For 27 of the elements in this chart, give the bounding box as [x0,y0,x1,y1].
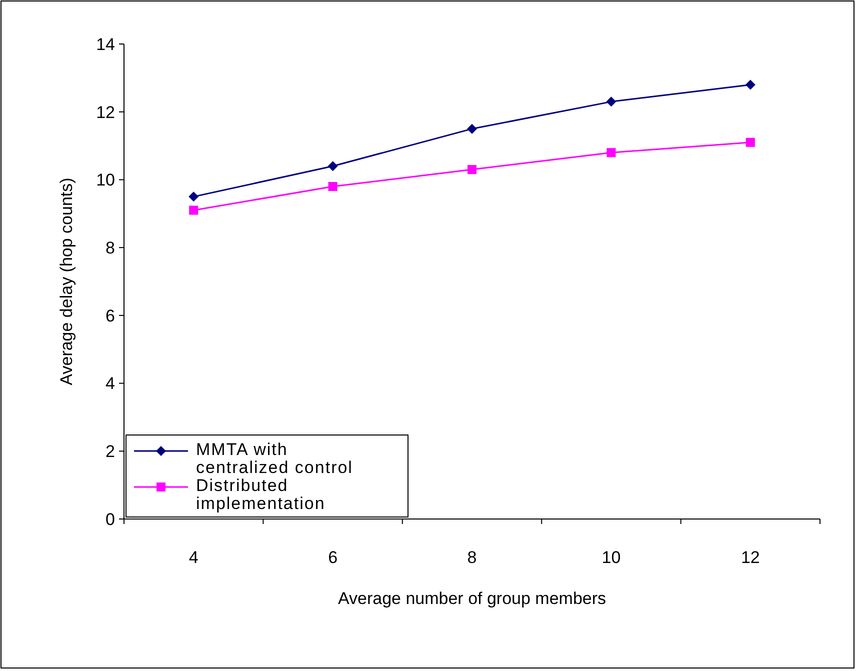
point [606,148,616,158]
point [745,80,756,90]
y-tick-label: 4 [106,374,115,394]
x-tick-label: 4 [188,548,198,567]
y-tick-label: 6 [106,306,115,326]
y-tick-label: 12 [96,102,115,122]
x-tick-label: 12 [740,548,760,567]
point [189,206,198,215]
y-axis-title: Average delay (hop counts) [57,178,76,386]
point [468,165,476,174]
point [467,124,477,134]
y-tick-label: 8 [106,238,115,258]
point [328,161,338,172]
x-axis-title: Average number of group members [338,589,606,608]
x-tick-label: 8 [467,548,477,567]
point [188,192,199,202]
y-tick-label: 2 [106,442,115,462]
point [328,182,338,191]
x-tick-label: 10 [602,548,621,567]
y-tick-label: 14 [96,34,115,54]
y-tick-label: 0 [106,510,115,529]
legend-label: MMTA with centralized control [196,440,353,477]
point [746,138,755,147]
x-tick-label: 6 [328,548,338,567]
legend-label: Distributed implementation [196,476,326,513]
point [606,96,616,107]
y-tick-label: 10 [96,170,115,190]
